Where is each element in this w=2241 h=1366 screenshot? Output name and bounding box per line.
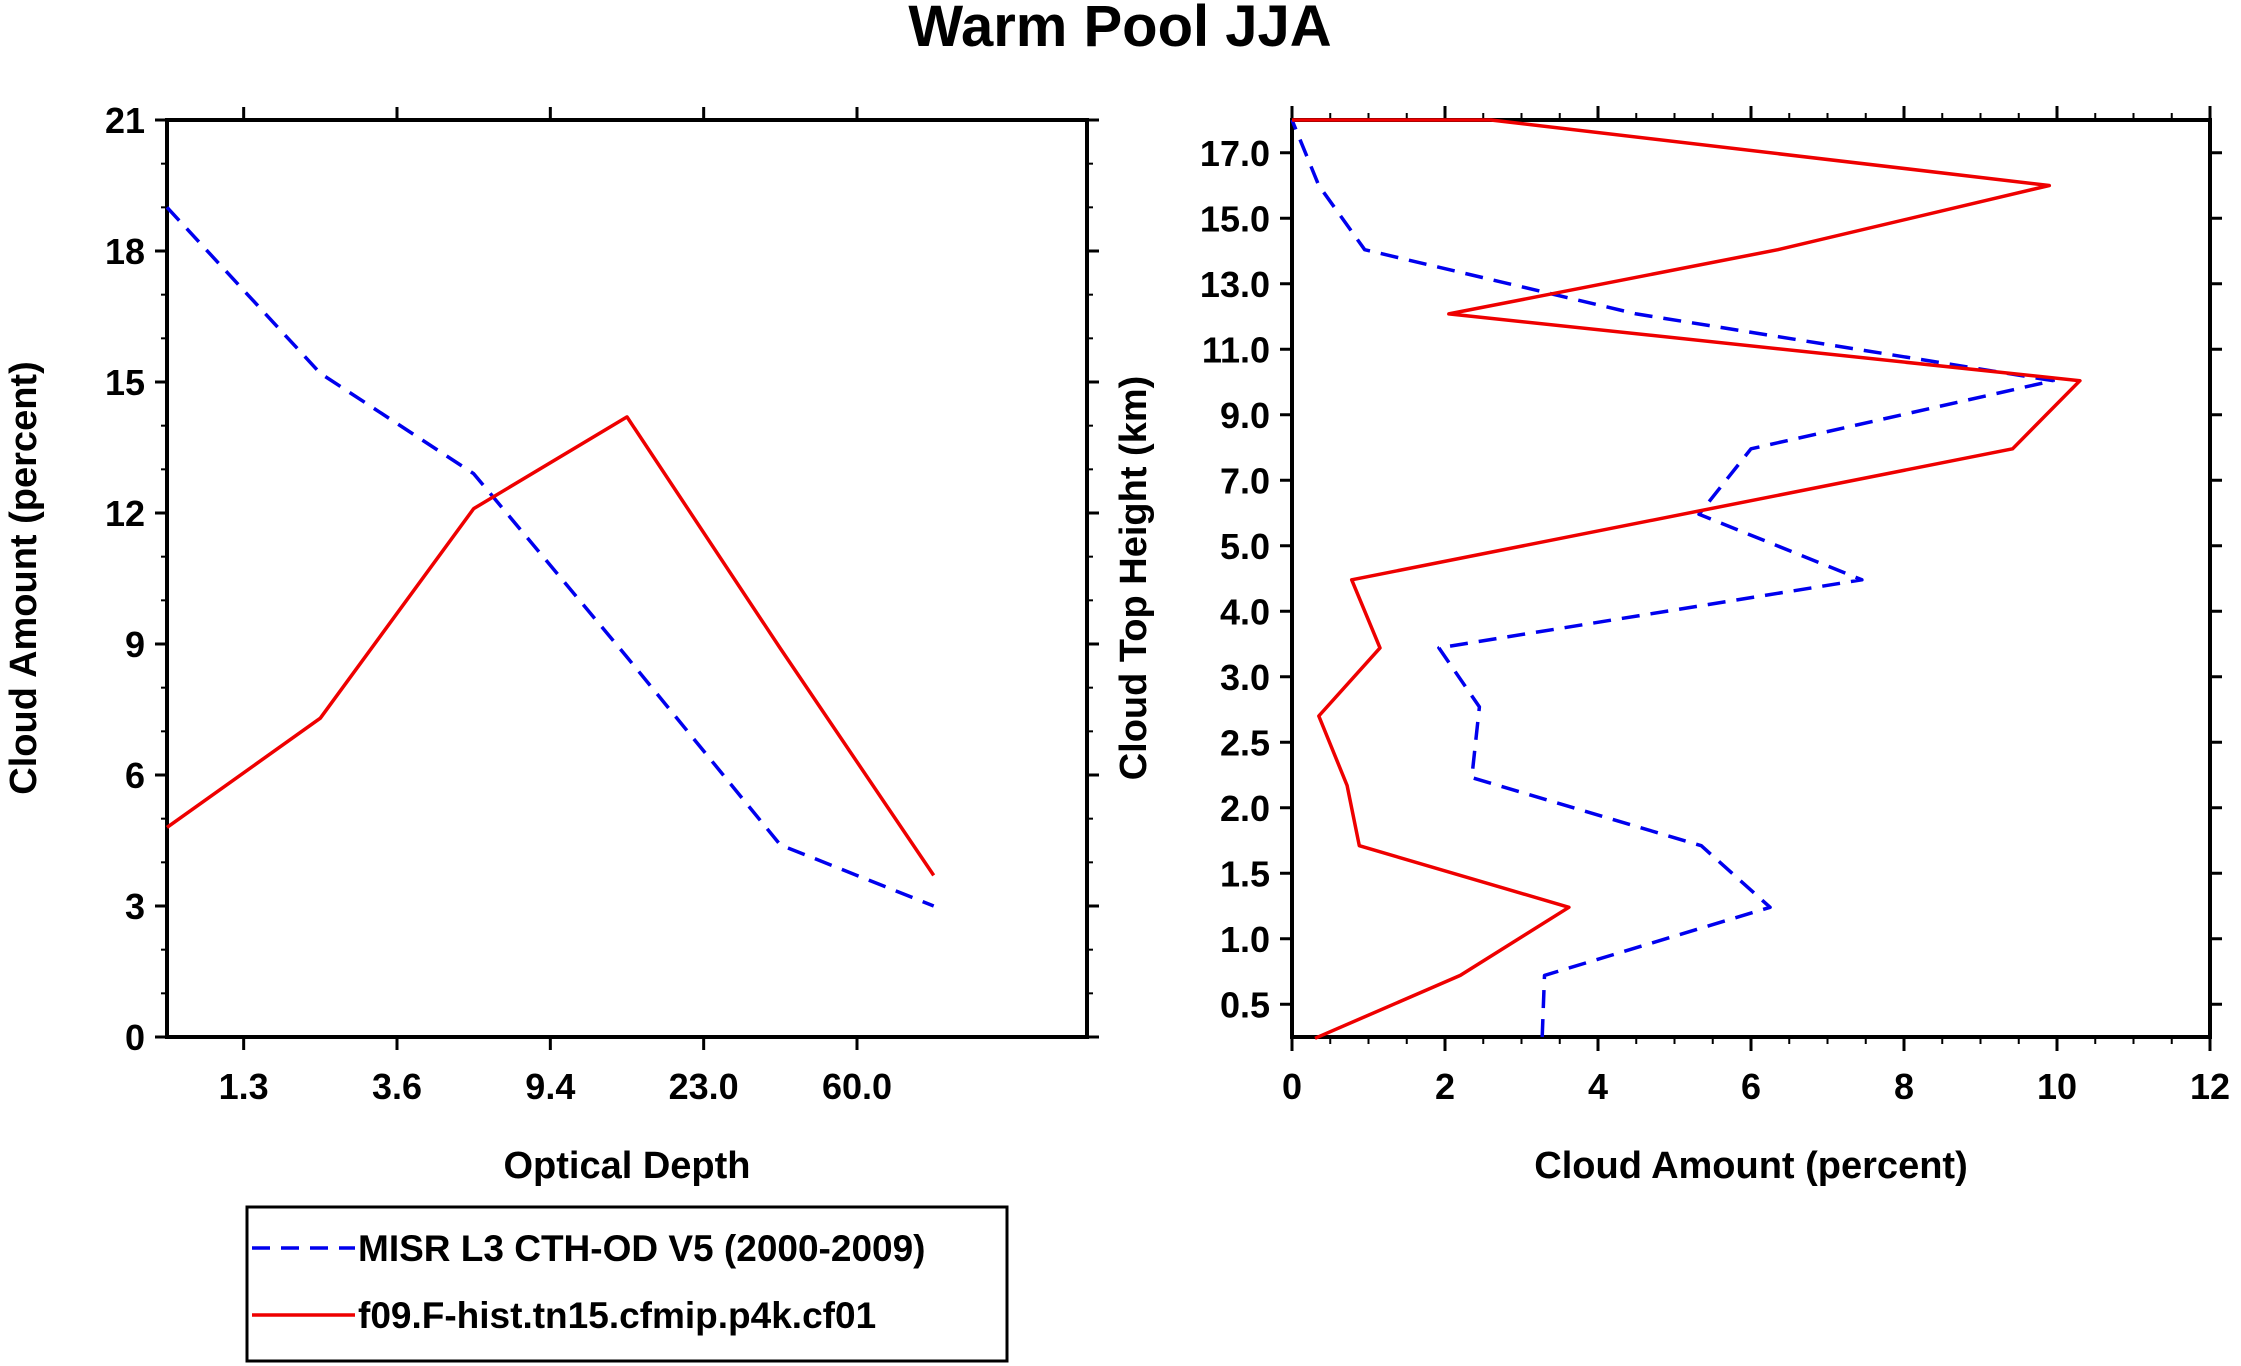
- right-panel: 0 2 4 6 8 10 12 0.5 1.0 1.5 2.0 2.5 3.0 4.0 5.0 7.0 9.0 1…: [1113, 106, 2230, 1187]
- right-y-tick-label: 1.0: [1220, 919, 1270, 960]
- right-x-axis-title: Cloud Amount (percent): [1534, 1145, 1967, 1187]
- right-x-tick-label: 0: [1282, 1066, 1302, 1107]
- left-y-tick-label: 3: [125, 886, 145, 927]
- right-y-tick-label: 15.0: [1200, 198, 1270, 239]
- left-y-tick-label: 6: [125, 755, 145, 796]
- legend-label-model: f09.F-hist.tn15.cfmip.p4k.cf01: [358, 1295, 876, 1336]
- left-x-tick-label: 1.3: [219, 1066, 269, 1107]
- right-x-tick-label: 10: [2037, 1066, 2077, 1107]
- right-series-line-0: [1290, 119, 2055, 1038]
- legend: MISR L3 CTH-OD V5 (2000-2009) f09.F-hist…: [245, 1205, 1009, 1363]
- left-y-tick-label: 0: [125, 1017, 145, 1058]
- right-y-tick-label: 3.0: [1220, 657, 1270, 698]
- left-x-tick-label: 60.0: [822, 1066, 892, 1107]
- right-y-tick-label: 7.0: [1220, 460, 1270, 501]
- left-y-tick-label: 18: [105, 231, 145, 272]
- left-y-tick-label: 21: [105, 100, 145, 141]
- right-y-tick-label: 13.0: [1200, 264, 1270, 305]
- left-panel: 0 3 6 9 12 15 18 21 1.3 3.6 9.4 23.0 60.0 Optical De…: [3, 100, 1099, 1187]
- left-y-axis-title: Cloud Amount (percent): [3, 361, 45, 794]
- left-x-axis-title: Optical Depth: [503, 1145, 750, 1187]
- left-plot-frame: [165, 118, 1089, 1039]
- right-y-tick-label: 9.0: [1220, 395, 1270, 436]
- left-y-tick-label: 12: [105, 493, 145, 534]
- left-y-tick-label: 9: [125, 624, 145, 665]
- right-y-tick-label: 5.0: [1220, 526, 1270, 567]
- right-plot-frame: [1290, 118, 2212, 1039]
- right-series: [1290, 118, 2082, 1040]
- right-x-tick-label: 8: [1894, 1066, 1914, 1107]
- left-series-line-1: [165, 415, 936, 877]
- right-y-tick-label: 1.5: [1220, 853, 1270, 894]
- left-ticks: 0 3 6 9 12 15 18 21 1.3 3.6 9.4 23.0 60.0: [105, 100, 1099, 1107]
- legend-label-misr: MISR L3 CTH-OD V5 (2000-2009): [358, 1228, 926, 1269]
- right-y-tick-label: 17.0: [1200, 133, 1270, 174]
- left-series: [165, 206, 936, 908]
- left-x-tick-label: 23.0: [669, 1066, 739, 1107]
- right-y-tick-label: 0.5: [1220, 984, 1270, 1025]
- left-x-tick-label: 9.4: [525, 1066, 575, 1107]
- right-x-tick-label: 4: [1588, 1066, 1608, 1107]
- right-x-tick-label: 2: [1435, 1066, 1455, 1107]
- right-series-line-1: [1292, 118, 2082, 1040]
- right-y-axis-title: Cloud Top Height (km): [1113, 376, 1155, 781]
- main-title: Warm Pool JJA: [908, 0, 1331, 59]
- right-y-tick-label: 2.5: [1220, 722, 1270, 763]
- left-x-tick-label: 3.6: [372, 1066, 422, 1107]
- legend-box: [245, 1205, 1009, 1363]
- right-y-tick-label: 2.0: [1220, 788, 1270, 829]
- right-y-tick-label: 11.0: [1202, 329, 1270, 370]
- left-series-line-0: [165, 206, 935, 908]
- left-y-tick-label: 15: [105, 362, 145, 403]
- right-y-tick-label: 4.0: [1220, 591, 1270, 632]
- right-x-tick-label: 12: [2190, 1066, 2230, 1107]
- right-ticks: 0 2 4 6 8 10 12 0.5 1.0 1.5 2.0 2.5 3.0 4.0 5.0 7.0 9.0 1…: [1200, 106, 2230, 1107]
- right-x-tick-label: 6: [1741, 1066, 1761, 1107]
